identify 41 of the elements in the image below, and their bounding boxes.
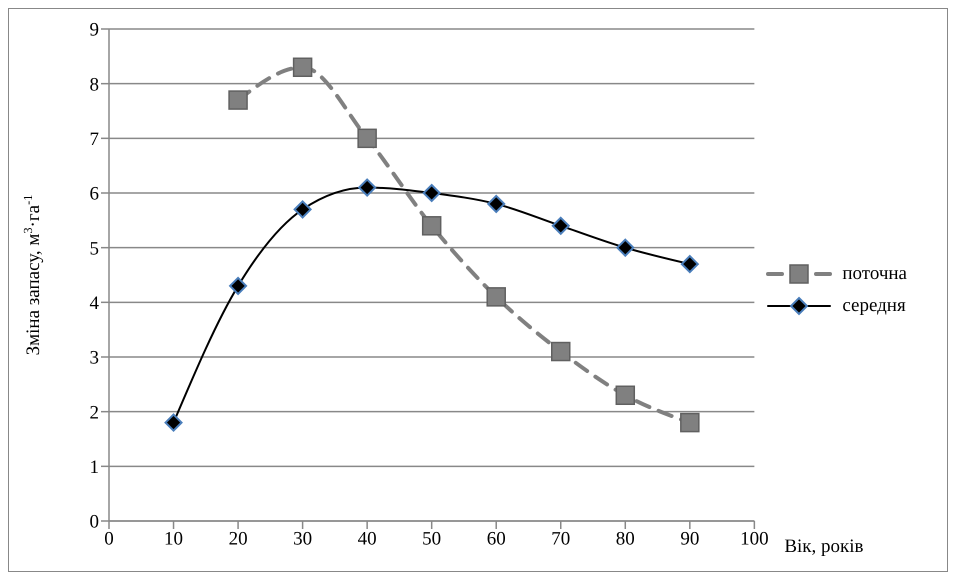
point [422, 184, 441, 202]
legend-label: середня [842, 295, 906, 317]
x-tick-label: 0 [104, 528, 114, 550]
point [616, 238, 634, 257]
x-tick-label: 90 [680, 528, 700, 550]
y-tick-label: 2 [90, 402, 99, 424]
y-tick-label: 1 [90, 457, 99, 478]
y-tick-label: 8 [90, 74, 99, 96]
point [616, 386, 636, 406]
point [487, 194, 506, 213]
x-tick-label: 80 [616, 528, 635, 550]
point [164, 414, 183, 432]
y-tick-label: 6 [90, 184, 99, 205]
point [680, 412, 700, 432]
y-tick-label: 9 [90, 20, 99, 41]
point [358, 178, 376, 197]
point [294, 200, 312, 218]
point [486, 287, 506, 307]
legend-label: поточна [842, 263, 907, 285]
point [680, 255, 699, 274]
point [228, 90, 248, 110]
x-tick-label: 70 [551, 528, 570, 550]
x-tick-label: 40 [358, 528, 377, 550]
x-tick-label: 20 [228, 528, 248, 550]
x-tick-label: 60 [486, 528, 506, 550]
point [357, 128, 377, 148]
x-tick-label: 10 [164, 528, 184, 550]
y-tick-label: 0 [90, 512, 99, 533]
point [292, 58, 312, 78]
y-tick-label: 3 [90, 348, 99, 369]
y-tick-label: 5 [90, 238, 99, 260]
x-tick-label: 50 [422, 528, 442, 550]
point [422, 216, 442, 236]
x-tick-label: 100 [740, 528, 769, 550]
point [229, 276, 248, 295]
point [552, 216, 570, 235]
x-axis-title: Вік, років [784, 536, 864, 557]
x-tick-label: 30 [293, 528, 312, 550]
y-tick-label: 7 [90, 129, 99, 150]
point [551, 342, 570, 362]
y-tick-label: 4 [90, 293, 100, 314]
